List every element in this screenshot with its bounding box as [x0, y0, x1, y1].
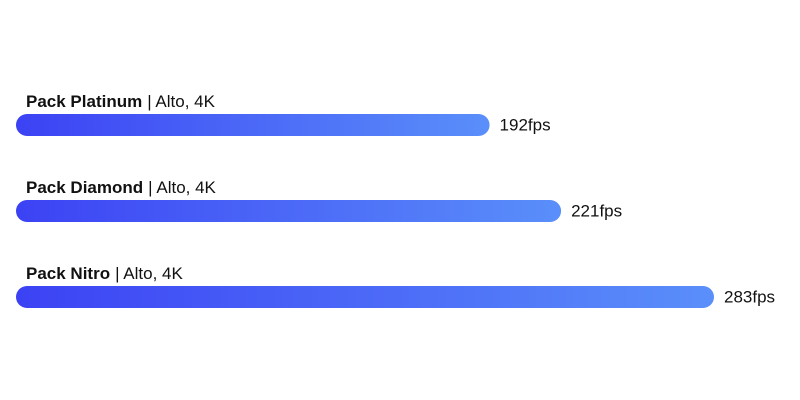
bar [16, 200, 562, 222]
category-detail: | Alto, 4K [148, 178, 216, 197]
category-detail: | Alto, 4K [147, 92, 215, 111]
bar [16, 286, 714, 308]
category-detail: | Alto, 4K [115, 264, 183, 283]
category-name: Pack Diamond [26, 178, 143, 197]
value-label: 221fps [571, 201, 622, 220]
category-label: Pack Diamond | Alto, 4K [26, 178, 217, 197]
category-name: Pack Nitro [26, 264, 110, 283]
category-label: Pack Platinum | Alto, 4K [26, 92, 216, 111]
category-label: Pack Nitro | Alto, 4K [26, 264, 183, 283]
value-label: 192fps [500, 115, 551, 134]
category-name: Pack Platinum [26, 92, 142, 111]
value-label: 283fps [724, 287, 775, 306]
bar [16, 114, 490, 136]
